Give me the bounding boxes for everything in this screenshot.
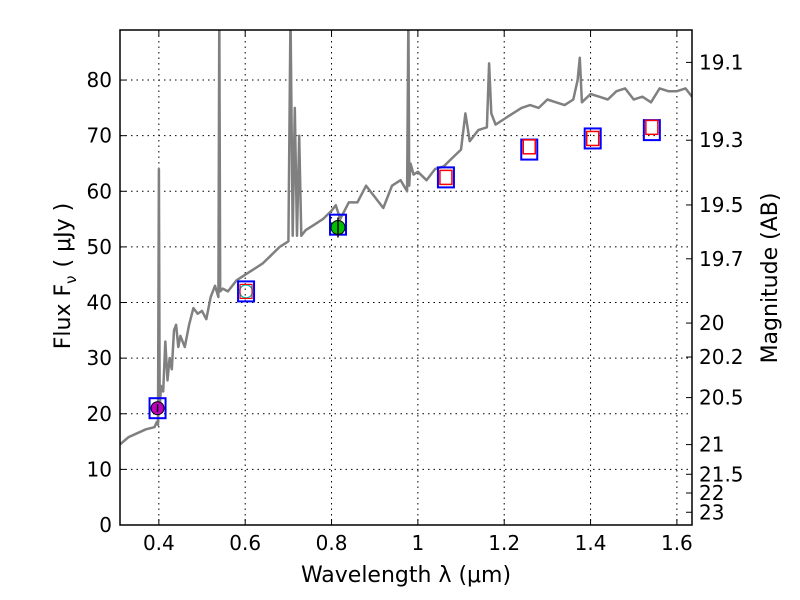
x-tick-label: 1.6: [661, 531, 693, 555]
plot-border: [119, 29, 693, 526]
observed-point-box: [645, 119, 659, 136]
x-tick-label: 1: [412, 531, 425, 555]
magnitude-tick-label: 19.3: [699, 128, 744, 152]
y-axis-label-unit: ( μJy ): [51, 203, 76, 268]
x-tick-label: 0.8: [316, 531, 348, 555]
y-tick-label: 50: [87, 235, 112, 259]
x-tick-label: 1.4: [575, 531, 607, 555]
magnitude-tick-label: 19.7: [699, 247, 744, 271]
grid-lines: [120, 30, 692, 525]
observed-point-box: [522, 139, 536, 155]
magnitude-axis-label: Magnitude (AB): [758, 193, 783, 364]
magnitude-tick-label: 21.5: [699, 462, 744, 486]
magnitude-tick-label: 19.5: [699, 193, 744, 217]
y-axis-ticks: 0 10 20 30 40 50 60 70 80: [87, 68, 126, 537]
y-axis-label: Flux Fν ( μJy ): [51, 203, 80, 349]
magnitude-tick-label: 23: [699, 500, 724, 524]
y-tick-label: 30: [87, 346, 112, 370]
y-tick-label: 60: [87, 179, 112, 203]
y-tick-label: 40: [87, 291, 112, 315]
y-tick-label: 70: [87, 124, 112, 148]
y-axis-label-subscript: ν: [62, 275, 80, 283]
magnitude-tick-label: 22: [699, 481, 724, 505]
model-point-box: [583, 127, 602, 150]
y-tick-label: 10: [87, 457, 112, 481]
spectrum-line: [120, 30, 692, 446]
plot-frame: [119, 29, 693, 526]
photometry-points: [148, 119, 661, 420]
x-axis-ticks: 0.4 0.6 0.8 1 1.2 1.4 1.6: [143, 30, 693, 555]
magnitude-tick-label: 19.1: [699, 50, 744, 74]
x-tick-label: 0.4: [143, 531, 175, 555]
y-tick-label: 20: [87, 402, 112, 426]
y-axis-label-main: Flux F: [51, 284, 76, 349]
magnitude-tick-label: 20.5: [699, 386, 744, 410]
spectrum-series: [120, 30, 692, 446]
model-point-box: [436, 166, 455, 189]
magnitude-tick-label: 21: [699, 433, 724, 457]
observed-point-marker: [238, 284, 254, 299]
model-point-box: [237, 280, 256, 303]
x-tick-label: 0.6: [229, 531, 261, 555]
x-tick-label: 1.2: [488, 531, 520, 555]
observed-point-box: [439, 169, 453, 186]
magnitude-tick-label: 20.2: [699, 345, 744, 369]
y-tick-label: 80: [87, 68, 112, 92]
x-axis-label: Wavelength λ (μm): [301, 563, 511, 588]
y-tick-label: 0: [99, 513, 112, 537]
magnitude-tick-label: 20: [699, 311, 724, 335]
observed-point-box: [585, 130, 600, 147]
observed-point-box: [239, 283, 253, 300]
model-point-box: [148, 397, 167, 420]
